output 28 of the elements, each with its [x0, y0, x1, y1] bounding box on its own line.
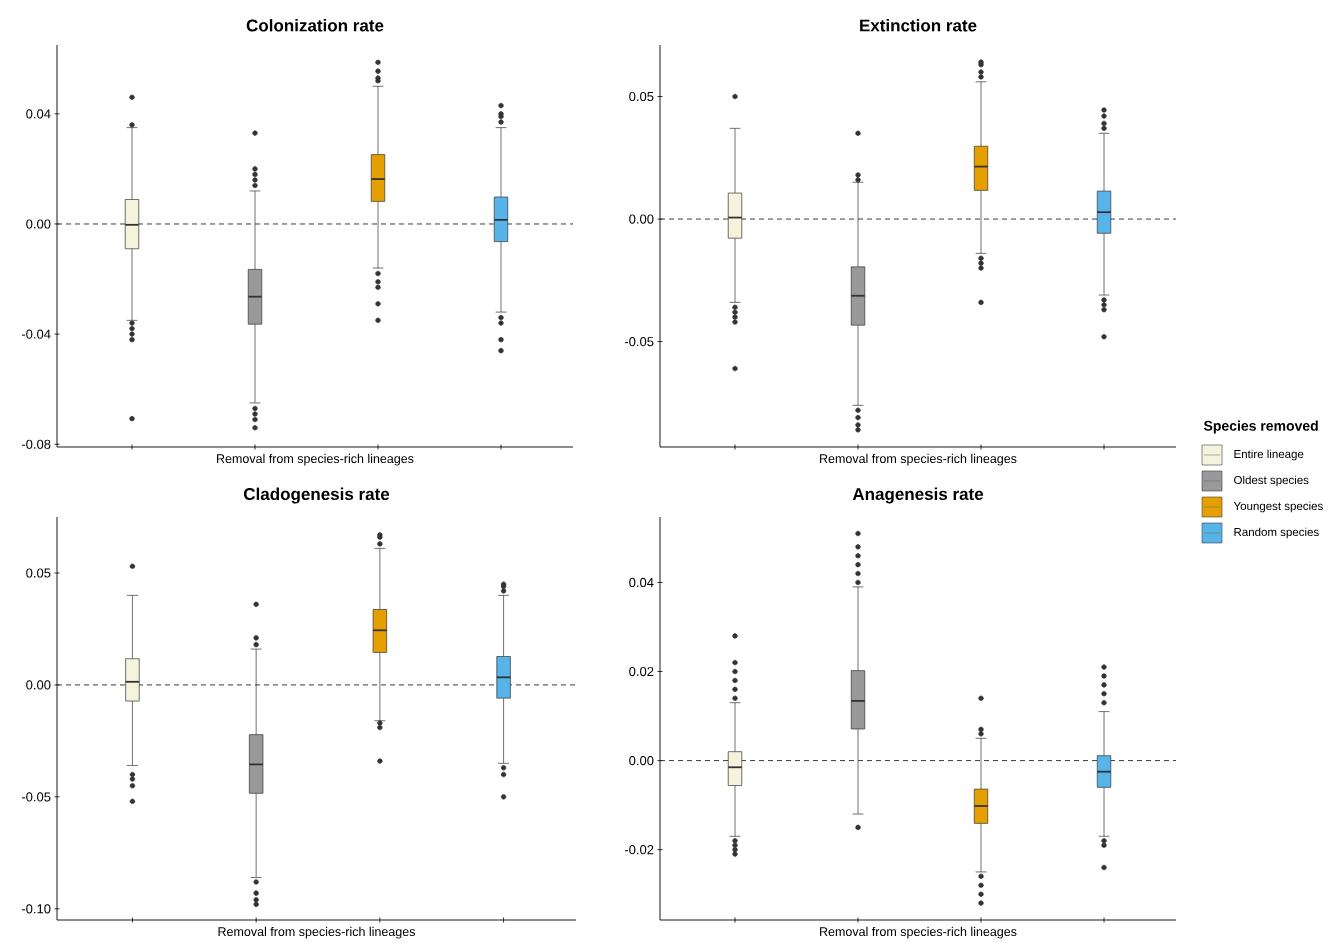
- y-tick-label: -0.08: [21, 439, 51, 449]
- chart-title: Colonization rate: [246, 19, 384, 32]
- chart-title: Cladogenesis rate: [243, 487, 390, 504]
- y-tick-label: 0.05: [629, 91, 654, 102]
- y-tick-label: -0.02: [624, 845, 654, 855]
- y-tick-label: -0.10: [21, 904, 51, 914]
- legend-title: Species removed: [1203, 420, 1318, 434]
- y-tick-label: 0.02: [629, 666, 654, 677]
- x-axis-title: Removal from species-rich lineages: [820, 926, 1017, 939]
- y-tick-label: 0.00: [629, 214, 654, 224]
- y-tick-label: -0.05: [21, 792, 51, 802]
- legend-label: Oldest species: [1234, 475, 1309, 487]
- y-tick-label: 0.05: [26, 568, 51, 578]
- y-tick-label: -0.04: [21, 329, 51, 339]
- y-tick-label: -0.05: [624, 337, 654, 347]
- y-tick-label: 0.04: [26, 109, 51, 119]
- legend-label: Random species: [1234, 527, 1319, 539]
- x-axis-title: Removal from species-rich lineages: [218, 926, 415, 939]
- x-axis-title: Removal from species-rich lineages: [217, 453, 414, 466]
- y-tick-label: 0.04: [629, 577, 654, 588]
- y-tick-label: 0.00: [26, 680, 51, 690]
- chart-title: Extinction rate: [860, 19, 977, 32]
- x-axis-title: Removal from species-rich lineages: [820, 453, 1017, 466]
- chart-title: Anagenesis rate: [852, 487, 984, 504]
- legend-label: Entire lineage: [1234, 449, 1304, 461]
- y-tick-label: 0.00: [629, 755, 654, 766]
- y-tick-label: 0.00: [26, 219, 51, 229]
- legend-label: Youngest species: [1233, 501, 1323, 513]
